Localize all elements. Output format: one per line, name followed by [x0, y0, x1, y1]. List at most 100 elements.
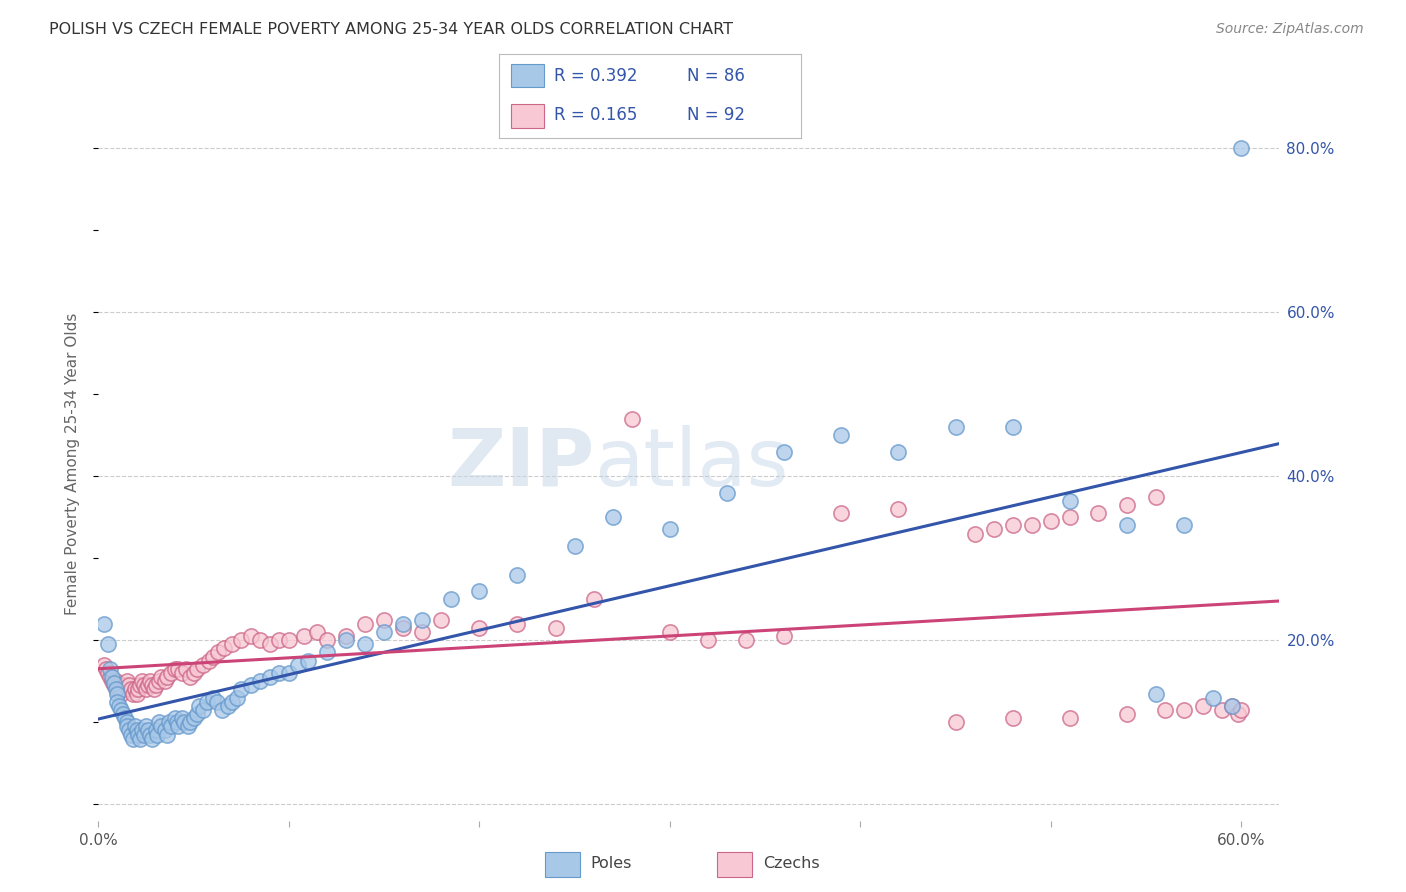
Point	[142, 682, 165, 697]
Point	[167, 662, 190, 676]
Point	[1059, 510, 1081, 524]
Point	[124, 682, 146, 697]
Point	[658, 625, 681, 640]
Point	[307, 625, 329, 640]
Point	[392, 621, 415, 635]
Point	[1173, 518, 1195, 533]
Point	[150, 719, 173, 733]
Point	[506, 567, 529, 582]
Point	[177, 719, 200, 733]
Point	[1230, 703, 1253, 717]
Point	[211, 703, 233, 717]
Point	[98, 662, 121, 676]
Point	[139, 674, 162, 689]
Point	[201, 649, 224, 664]
Point	[297, 654, 319, 668]
Point	[193, 657, 215, 672]
Point	[112, 682, 135, 697]
Point	[411, 613, 433, 627]
Point	[201, 690, 224, 705]
Point	[231, 633, 253, 648]
Point	[100, 674, 122, 689]
Point	[1202, 690, 1225, 705]
Point	[112, 706, 135, 721]
Point	[259, 637, 281, 651]
Point	[150, 670, 173, 684]
Point	[735, 633, 758, 648]
Text: POLISH VS CZECH FEMALE POVERTY AMONG 25-34 YEAR OLDS CORRELATION CHART: POLISH VS CZECH FEMALE POVERTY AMONG 25-…	[49, 22, 733, 37]
Point	[183, 711, 205, 725]
Point	[249, 633, 271, 648]
Point	[93, 616, 115, 631]
Point	[212, 641, 235, 656]
Point	[100, 670, 122, 684]
Point	[153, 723, 176, 738]
Text: atlas: atlas	[595, 425, 789, 503]
Point	[564, 539, 586, 553]
Point	[239, 629, 262, 643]
Point	[887, 444, 910, 458]
Point	[1230, 141, 1253, 155]
Point	[231, 682, 253, 697]
Point	[193, 703, 215, 717]
Point	[148, 715, 170, 730]
Point	[1001, 711, 1024, 725]
Point	[104, 682, 127, 697]
Point	[108, 698, 131, 713]
Point	[127, 682, 149, 697]
Point	[114, 711, 136, 725]
Point	[582, 592, 605, 607]
Point	[963, 526, 986, 541]
Point	[141, 731, 163, 746]
Y-axis label: Female Poverty Among 25-34 Year Olds: Female Poverty Among 25-34 Year Olds	[65, 313, 80, 615]
Point	[830, 506, 852, 520]
Point	[127, 727, 149, 741]
Point	[136, 678, 159, 692]
Point	[129, 678, 152, 692]
Point	[114, 678, 136, 692]
Point	[93, 657, 115, 672]
Point	[716, 485, 738, 500]
Point	[221, 695, 243, 709]
Point	[153, 674, 176, 689]
Point	[107, 678, 129, 692]
Point	[259, 670, 281, 684]
Point	[1059, 493, 1081, 508]
Point	[172, 711, 194, 725]
Point	[277, 633, 299, 648]
Point	[159, 665, 181, 680]
Point	[226, 690, 249, 705]
Point	[120, 682, 142, 697]
Point	[183, 665, 205, 680]
Point	[697, 633, 720, 648]
Point	[121, 731, 143, 746]
Text: Source: ZipAtlas.com: Source: ZipAtlas.com	[1216, 22, 1364, 37]
Point	[1144, 686, 1167, 700]
Point	[131, 674, 153, 689]
Point	[135, 719, 157, 733]
Point	[1021, 518, 1043, 533]
Point	[287, 657, 309, 672]
Point	[125, 723, 148, 738]
Point	[205, 695, 228, 709]
Point	[354, 616, 377, 631]
Point	[115, 715, 138, 730]
Point	[1039, 514, 1062, 528]
Point	[195, 695, 218, 709]
Point	[1226, 706, 1249, 721]
Point	[103, 676, 125, 690]
Point	[945, 420, 967, 434]
Point	[1001, 518, 1024, 533]
Point	[94, 662, 117, 676]
Point	[156, 670, 179, 684]
Point	[207, 645, 229, 659]
Point	[145, 678, 167, 692]
Text: N = 92: N = 92	[686, 106, 745, 124]
Point	[115, 719, 138, 733]
Point	[1116, 498, 1139, 512]
Point	[316, 645, 339, 659]
Point	[277, 665, 299, 680]
Point	[217, 698, 239, 713]
Point	[124, 719, 146, 733]
Point	[773, 629, 796, 643]
